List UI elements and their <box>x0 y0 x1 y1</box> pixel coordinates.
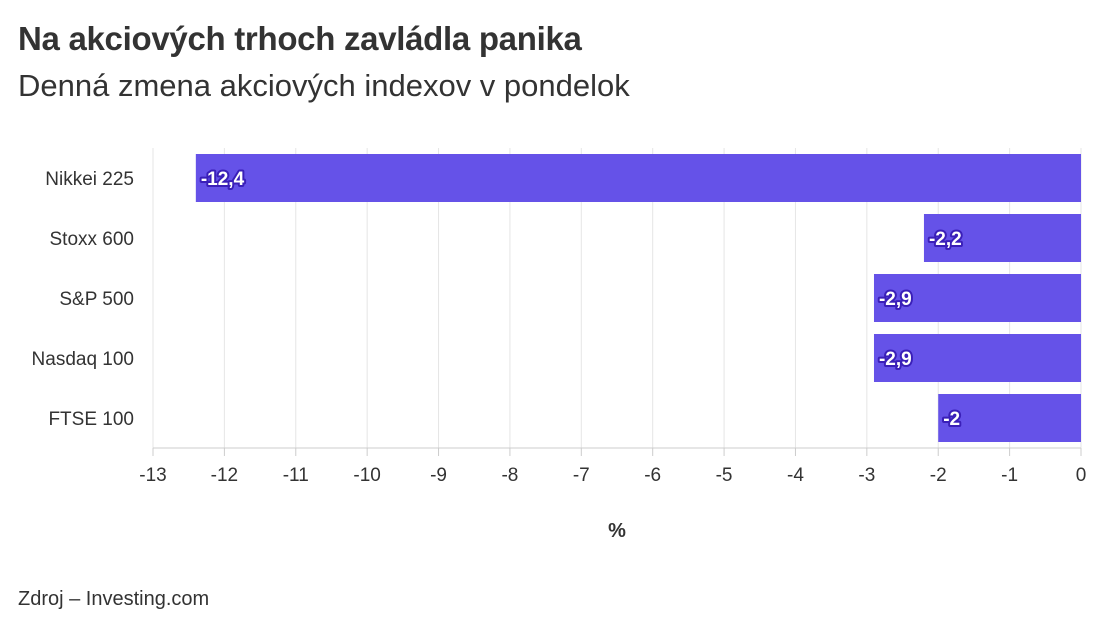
bars <box>195 154 1082 442</box>
bar <box>195 154 1082 202</box>
value-label: -2,9 <box>879 289 912 310</box>
x-tick-label: -6 <box>644 465 661 486</box>
bar <box>923 214 1081 262</box>
category-label: FTSE 100 <box>48 409 134 430</box>
x-axis-title: % <box>608 520 626 542</box>
category-label: Nasdaq 100 <box>32 349 134 370</box>
chart-subtitle: Denná zmena akciových indexov v pondelok <box>18 68 630 103</box>
bar <box>938 394 1081 442</box>
x-tick-label: -2 <box>930 465 947 486</box>
x-axis-ticks: -13 -12 -11 -10 -9 -8 -7 -6 -5 -4 -3 -2 -1 0 <box>139 448 1086 486</box>
bar <box>873 334 1081 382</box>
x-tick-label: -7 <box>573 465 590 486</box>
bar <box>873 274 1081 322</box>
value-labels: -12,4 -2,2 -2,9 -2,9 -2 <box>199 167 964 432</box>
x-tick-label: -3 <box>858 465 875 486</box>
source-note: Zdroj – Investing.com <box>18 588 210 610</box>
value-label: -2 <box>943 409 960 430</box>
category-label: Stoxx 600 <box>50 229 135 250</box>
x-tick-label: -12 <box>211 465 238 486</box>
category-labels: Nikkei 225 Stoxx 600 S&P 500 Nasdaq 100 FTSE… <box>32 169 134 430</box>
x-tick-label: 0 <box>1076 465 1087 486</box>
x-tick-label: -9 <box>430 465 447 486</box>
x-tick-label: -4 <box>787 465 804 486</box>
value-label: -12,4 <box>201 169 245 190</box>
bar-chart: Nikkei 225 Stoxx 600 S&P 500 Nasdaq 100 FTSE… <box>32 148 1086 542</box>
category-label: S&P 500 <box>59 289 134 310</box>
x-tick-label: -8 <box>501 465 518 486</box>
value-label: -2,2 <box>929 229 962 250</box>
value-label: -2,9 <box>879 349 912 370</box>
category-label: Nikkei 225 <box>45 169 134 190</box>
x-tick-label: -11 <box>283 465 309 486</box>
x-tick-label: -10 <box>353 465 380 486</box>
x-tick-label: -13 <box>139 465 166 486</box>
chart-title: Na akciových trhoch zavládla panika <box>18 20 582 57</box>
x-tick-label: -5 <box>716 465 733 486</box>
x-tick-label: -1 <box>1001 465 1018 486</box>
